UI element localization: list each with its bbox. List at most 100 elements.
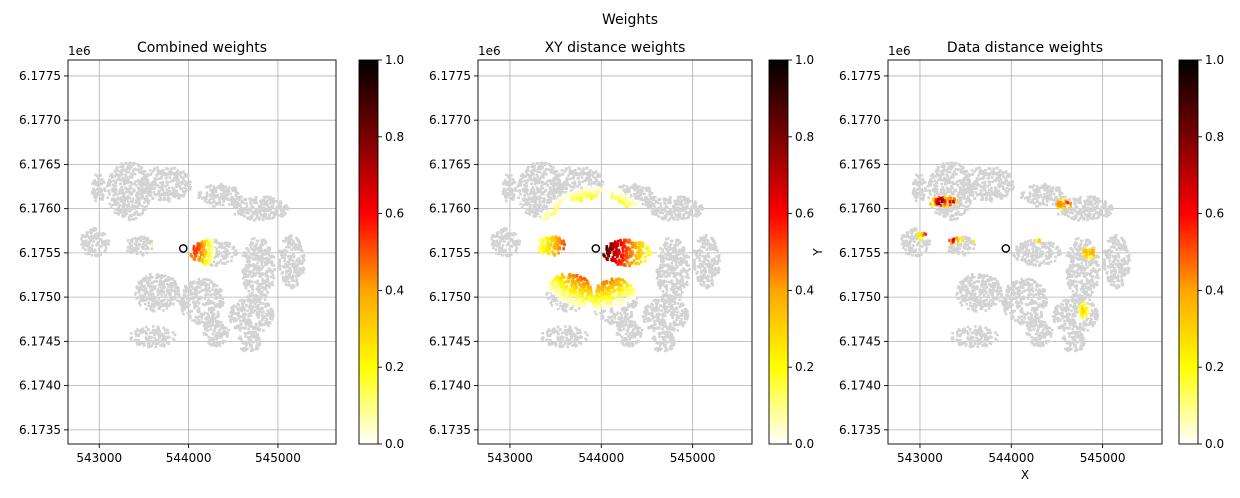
colorbar-tick-label: 0.2 bbox=[385, 360, 404, 374]
background-point bbox=[559, 301, 562, 305]
background-point bbox=[243, 215, 246, 218]
background-point bbox=[283, 253, 287, 256]
background-point bbox=[259, 275, 263, 278]
background-point bbox=[694, 205, 698, 208]
background-point bbox=[254, 198, 258, 201]
y-tick-label: 6.1750 bbox=[19, 290, 61, 304]
background-point bbox=[278, 262, 281, 266]
background-point bbox=[150, 184, 153, 188]
chart-title: Combined weights bbox=[137, 40, 267, 56]
background-point bbox=[134, 180, 138, 183]
background-point bbox=[284, 262, 287, 266]
background-point bbox=[246, 298, 250, 302]
background-point bbox=[709, 243, 713, 247]
background-point bbox=[682, 303, 685, 307]
background-point bbox=[536, 175, 540, 179]
background-point bbox=[506, 174, 510, 178]
background-point bbox=[662, 293, 666, 296]
background-point bbox=[498, 243, 501, 247]
background-point bbox=[121, 211, 124, 214]
background-point bbox=[228, 202, 231, 206]
background-point bbox=[146, 277, 149, 280]
background-point bbox=[699, 283, 703, 286]
background-point bbox=[664, 298, 667, 302]
background-point bbox=[136, 162, 139, 166]
background-point bbox=[697, 265, 700, 269]
background-point bbox=[255, 347, 258, 351]
background-point bbox=[130, 251, 133, 254]
background-point bbox=[216, 186, 219, 189]
background-point bbox=[535, 214, 538, 217]
background-point bbox=[624, 314, 628, 318]
background-point bbox=[710, 275, 713, 278]
background-point bbox=[667, 253, 670, 256]
background-point bbox=[711, 246, 714, 250]
background-point bbox=[178, 300, 182, 303]
background-point bbox=[491, 240, 495, 243]
background-point bbox=[697, 213, 701, 217]
background-point bbox=[260, 213, 263, 217]
background-point bbox=[134, 331, 137, 335]
background-point bbox=[96, 184, 100, 188]
background-point bbox=[610, 318, 614, 322]
background-point bbox=[200, 289, 204, 292]
background-point bbox=[133, 293, 137, 296]
background-point bbox=[101, 193, 105, 196]
background-point bbox=[678, 248, 681, 252]
background-point bbox=[97, 236, 101, 240]
background-point bbox=[632, 305, 635, 309]
background-point bbox=[269, 207, 273, 210]
background-point bbox=[549, 168, 552, 172]
background-point bbox=[152, 187, 156, 190]
x-tick-label: 543000 bbox=[76, 451, 122, 465]
background-point bbox=[619, 312, 622, 315]
background-point bbox=[578, 172, 582, 175]
background-point bbox=[118, 203, 122, 207]
background-point bbox=[666, 327, 669, 330]
weighted-point bbox=[193, 250, 196, 254]
background-point bbox=[133, 217, 136, 221]
background-point bbox=[237, 337, 241, 340]
background-point bbox=[202, 283, 206, 286]
background-point bbox=[299, 272, 303, 275]
background-point bbox=[166, 331, 170, 335]
background-point bbox=[150, 303, 154, 306]
background-point bbox=[138, 289, 141, 293]
background-point bbox=[503, 240, 506, 243]
weighted-point bbox=[211, 255, 215, 259]
background-point bbox=[664, 286, 668, 290]
background-point bbox=[179, 170, 182, 174]
background-point bbox=[500, 234, 504, 238]
background-point bbox=[279, 200, 282, 203]
background-point bbox=[613, 315, 616, 318]
background-point bbox=[253, 201, 256, 205]
background-point bbox=[141, 197, 144, 200]
background-point bbox=[114, 172, 118, 176]
background-point bbox=[242, 319, 246, 323]
background-point bbox=[621, 307, 624, 310]
background-point bbox=[288, 276, 291, 279]
background-point bbox=[254, 200, 258, 204]
background-point bbox=[254, 248, 258, 252]
background-point bbox=[715, 255, 719, 258]
background-point bbox=[99, 237, 103, 241]
background-point bbox=[163, 172, 167, 175]
background-point bbox=[628, 305, 631, 308]
background-point bbox=[156, 276, 160, 280]
background-point bbox=[166, 180, 169, 184]
background-point bbox=[80, 243, 84, 246]
background-point bbox=[124, 190, 128, 194]
background-point bbox=[681, 257, 684, 261]
background-point bbox=[674, 295, 677, 299]
background-point bbox=[224, 197, 228, 200]
background-point bbox=[259, 297, 263, 300]
background-point bbox=[251, 335, 254, 338]
background-point bbox=[655, 276, 659, 280]
background-point bbox=[185, 181, 188, 184]
background-point bbox=[133, 236, 137, 240]
background-point bbox=[111, 203, 114, 207]
background-point bbox=[126, 195, 130, 198]
background-point bbox=[254, 323, 258, 326]
background-point bbox=[575, 172, 579, 175]
background-point bbox=[235, 206, 239, 210]
